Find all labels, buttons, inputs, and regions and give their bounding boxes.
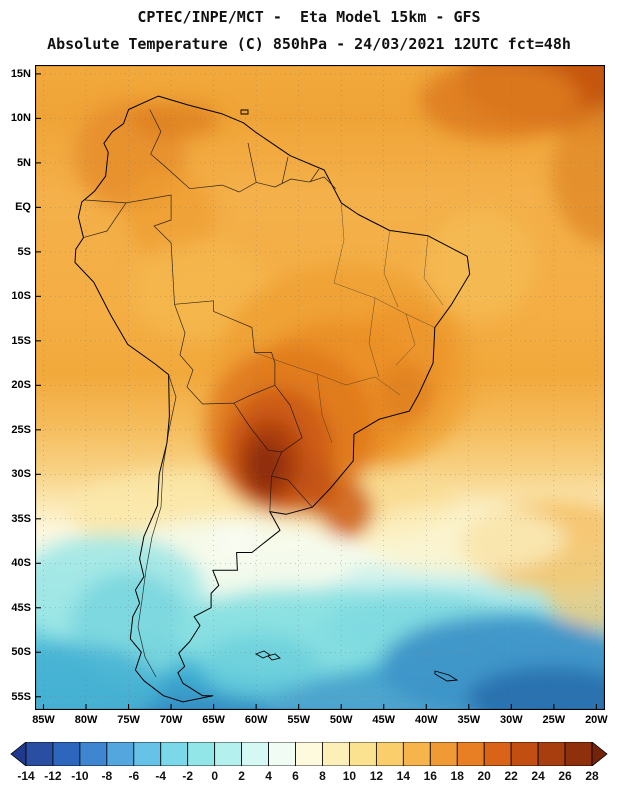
lat-label: 5N	[16, 156, 31, 169]
lon-label: 55W	[287, 714, 310, 726]
country-borders	[83, 109, 337, 678]
colorbar-tick-label: -12	[44, 769, 62, 783]
colorbar-cell	[510, 742, 539, 766]
lon-label: 65W	[202, 714, 225, 726]
colorbar-cell	[483, 742, 512, 766]
colorbar-cell	[402, 742, 431, 766]
lat-label: 25S	[11, 423, 31, 436]
lon-label: 30W	[500, 714, 523, 726]
colorbar-left-arrow	[10, 742, 27, 766]
colorbar-right-arrow	[591, 742, 608, 766]
colorbar-cell	[214, 742, 243, 766]
latitude-axis: 15N 10N 5N EQ 5S 10S 15S 20S 25S 30S 35S 40S 45S 50S 5…	[0, 0, 32, 800]
colorbar-tick-label: 24	[531, 769, 545, 783]
state-borders	[254, 202, 444, 444]
lon-label: 70W	[159, 714, 183, 726]
colorbar-tick-label: 0	[211, 769, 218, 783]
colorbar-tick-label: 2	[238, 769, 245, 783]
map-area	[35, 65, 605, 710]
colorbar-tick-label: 6	[292, 769, 299, 783]
colorbar-cell	[160, 742, 189, 766]
lat-label: 35S	[11, 512, 31, 525]
colorbar-tick-label: 8	[319, 769, 326, 783]
colorbar-tick-label: 28	[585, 769, 599, 783]
lat-label: 15N	[10, 67, 31, 80]
lat-label: 45S	[11, 601, 31, 614]
colorbar-tick-label: -2	[182, 769, 194, 783]
temperature-field	[35, 65, 605, 710]
colorbar-tick-label: -4	[155, 769, 167, 783]
colorbar-cell	[537, 742, 566, 766]
coastline	[74, 95, 471, 703]
lon-label: 80W	[74, 714, 98, 726]
colorbar-tick-label: 16	[423, 769, 437, 783]
lat-label: 30S	[11, 468, 31, 481]
colorbar-cell	[456, 742, 485, 766]
graticule-grid	[35, 65, 605, 710]
colorbar-tick-label: -14	[17, 769, 35, 783]
colorbar-tick-label: -6	[128, 769, 140, 783]
temperature-map	[35, 65, 605, 710]
colorbar-tick-label: 18	[450, 769, 464, 783]
lon-label: 20W	[585, 714, 608, 726]
colorbar-cell	[241, 742, 269, 766]
lat-label: 10N	[10, 112, 31, 125]
colorbar-cell	[564, 742, 593, 766]
colorbar-cell	[133, 742, 162, 766]
lon-label: 40W	[414, 714, 438, 726]
lat-label: 10S	[11, 290, 31, 303]
colorbar-cell	[25, 742, 54, 766]
colorbar-tick-label: 12	[369, 769, 384, 783]
colorbar-cell	[429, 742, 458, 766]
lon-label: 45W	[372, 714, 396, 726]
colorbar-tick-label: 20	[477, 769, 491, 783]
colorbar-tick-label: 4	[265, 769, 272, 783]
lat-label: 40S	[11, 557, 31, 570]
colorbar-cell	[375, 742, 404, 766]
colorbar-tick-label: 14	[396, 769, 411, 783]
geography-layer	[74, 95, 471, 703]
colorbar-tick-label: -8	[101, 769, 113, 783]
colorbar-tick-label: 26	[558, 769, 572, 783]
colorbar-cell	[295, 742, 323, 766]
lon-label: 85W	[32, 714, 55, 726]
lat-label: 20S	[11, 379, 31, 392]
colorbar-cell	[268, 742, 296, 766]
lat-label: 5S	[17, 245, 31, 258]
lat-label: EQ	[15, 201, 31, 214]
colorbar: -14 -12 -10 -8 -6 -4 -2 0 2 4 6 8 10 12 14 16 18 20 22 24 26…	[10, 742, 608, 785]
map-border-frame	[35, 65, 605, 710]
colorbar-tick-label: -10	[71, 769, 89, 783]
lat-label: 15S	[11, 334, 31, 347]
lon-label: 35W	[457, 714, 481, 726]
colorbar-cell	[79, 742, 108, 766]
lon-label: 50W	[329, 714, 353, 726]
south-georgia-island	[434, 670, 459, 682]
colorbar-tick-label: 22	[504, 769, 518, 783]
trinidad-island	[240, 109, 249, 115]
lat-label: 50S	[11, 646, 31, 659]
lon-label: 60W	[244, 714, 268, 726]
colorbar-scale	[10, 742, 608, 766]
falkland-islands	[254, 650, 281, 661]
title-line-2: Absolute Temperature (C) 850hPa - 24/03/…	[47, 35, 571, 53]
colorbar-tick-label: 10	[342, 769, 357, 783]
lon-label: 75W	[117, 714, 140, 726]
colorbar-cell	[349, 742, 377, 766]
colorbar-ticks: -14 -12 -10 -8 -6 -4 -2 0 2 4 6 8 10 12 14 16 18 20 22 24 26…	[10, 769, 608, 785]
colorbar-cell	[322, 742, 350, 766]
longitude-axis: 85W 80W 75W 70W 65W 60W 55W 50W 45W 40W 35W 30W 25W 2…	[0, 714, 618, 728]
colorbar-cell	[187, 742, 216, 766]
colorbar-cell	[106, 742, 135, 766]
title-line-1: CPTEC/INPE/MCT - Eta Model 15km - GFS	[137, 8, 481, 26]
lat-label: 55S	[11, 690, 31, 703]
colorbar-cell	[52, 742, 81, 766]
lon-label: 25W	[542, 714, 566, 726]
